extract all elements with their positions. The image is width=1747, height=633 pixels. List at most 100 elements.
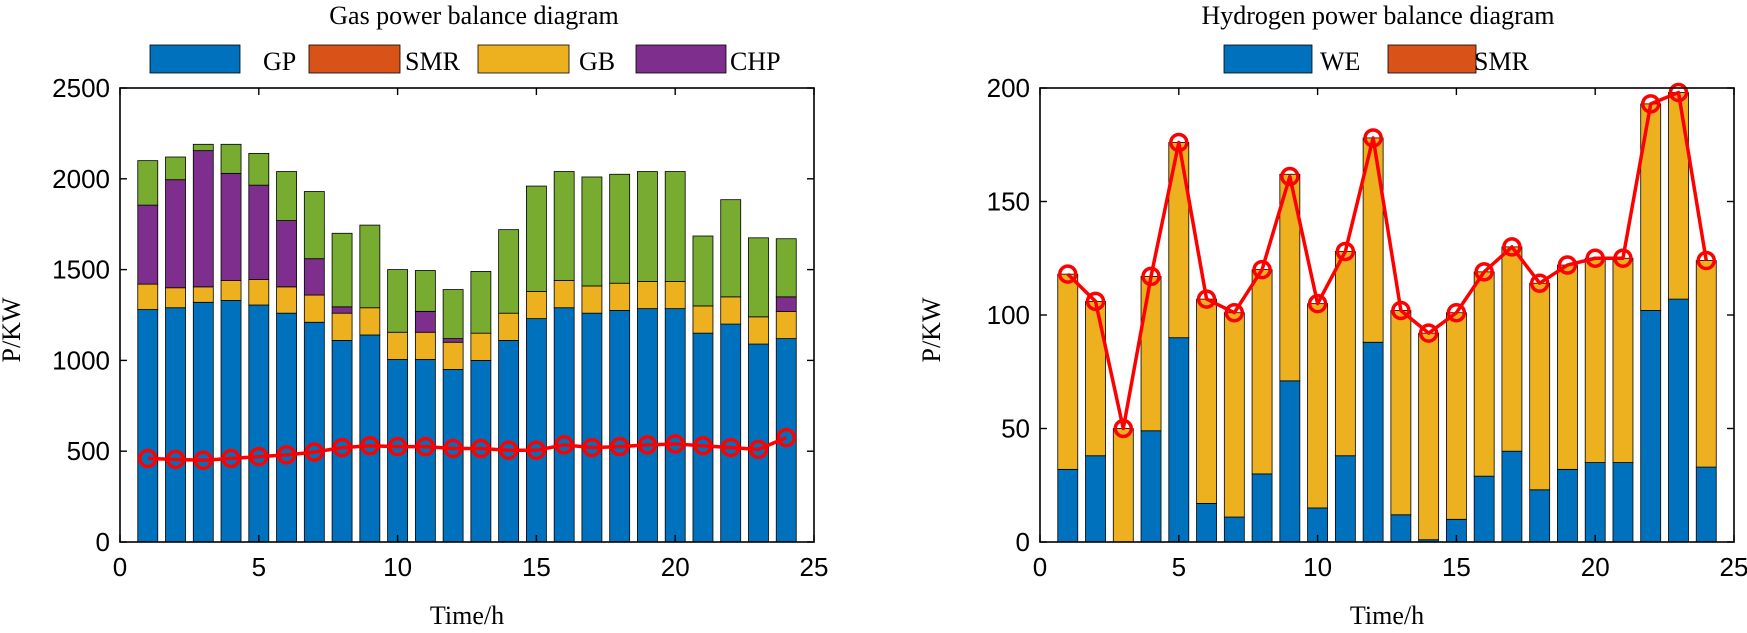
bar-segment <box>664 280 686 310</box>
bar-segment <box>1557 468 1578 543</box>
y-tick-label: 500 <box>67 436 110 466</box>
line-marker <box>720 437 741 458</box>
line-series <box>1058 82 1716 439</box>
axis-ticks: 0 5 10 15 20 25 0 50 100 150 200 <box>987 73 1747 582</box>
bar-segment <box>1334 251 1356 457</box>
bar-segment <box>470 332 492 361</box>
line-marker <box>360 436 380 456</box>
bar-segment <box>442 289 464 340</box>
legend-label-chp: CHP <box>730 47 781 76</box>
bar-segment <box>1362 341 1384 543</box>
line-marker <box>332 437 352 458</box>
bar-series <box>137 143 797 543</box>
bar-segment <box>220 143 242 174</box>
bar-segment <box>1668 298 1689 543</box>
x-tick-label: 15 <box>522 552 551 582</box>
line-marker <box>1252 259 1272 280</box>
line-marker <box>1696 250 1716 271</box>
bar-segment <box>1473 271 1495 477</box>
bar-segment <box>359 224 381 309</box>
legend-swatch-smr <box>1387 44 1477 74</box>
bar-segment <box>276 312 297 543</box>
bar-segment <box>720 323 742 543</box>
bar-segment <box>581 176 603 287</box>
y-axis-label: P/KW <box>917 297 946 362</box>
bar-segment <box>720 296 742 325</box>
line-marker <box>415 436 436 457</box>
legend-swatch-smr <box>308 44 401 74</box>
bar-segment <box>1140 430 1162 543</box>
bar-segment <box>1501 450 1523 543</box>
bar-segment <box>1307 303 1328 509</box>
y-tick-label: 0 <box>1016 527 1030 557</box>
bar-segment <box>609 173 631 284</box>
line-marker <box>1613 248 1633 268</box>
line-marker <box>249 446 269 467</box>
y-tick-label: 0 <box>96 527 110 557</box>
line-marker <box>1363 128 1383 148</box>
bar-segment <box>526 290 547 320</box>
bar-segment <box>1140 276 1162 432</box>
bar-segment <box>775 296 797 312</box>
bar-segment <box>1501 246 1523 452</box>
bar-segment <box>526 185 547 292</box>
bar-segment <box>609 282 631 311</box>
bar-segment <box>1446 312 1467 520</box>
bar-segment <box>192 143 214 152</box>
bar-segment <box>303 258 325 296</box>
line-marker <box>1196 289 1217 309</box>
bar-segment <box>303 294 325 323</box>
bar-segment <box>1612 462 1634 543</box>
bar-segment <box>748 316 769 345</box>
bar-segment <box>1529 489 1551 543</box>
bar-segment <box>1251 269 1273 475</box>
line-marker <box>1335 241 1356 262</box>
x-axis-label: Time/h <box>1350 601 1424 630</box>
bar-segment <box>1279 380 1301 543</box>
x-tick-label: 20 <box>661 552 690 582</box>
bar-segment <box>1168 337 1190 543</box>
bar-segment <box>553 280 575 309</box>
bar-segment <box>303 321 325 543</box>
bar-segment <box>331 312 353 341</box>
legend-label-gp: GP <box>263 47 296 76</box>
bar-segment <box>165 156 186 181</box>
bar-segment <box>387 269 409 333</box>
line-marker <box>1224 302 1245 323</box>
line-series <box>138 427 796 471</box>
legend-label-gb: GB <box>579 47 615 76</box>
line-marker <box>1585 248 1605 268</box>
bar-segment <box>331 232 353 308</box>
bar-segment <box>442 341 464 370</box>
bar-segment <box>1584 462 1606 543</box>
bar-series <box>1057 92 1717 543</box>
y-tick-label: 2500 <box>52 73 110 103</box>
bar-segment <box>1085 300 1106 457</box>
bar-segment <box>276 220 297 288</box>
bar-segment <box>748 237 769 318</box>
line-marker <box>1141 266 1161 287</box>
bar-segment <box>1557 264 1578 470</box>
bar-segment <box>1112 428 1134 543</box>
bar-segment <box>220 172 242 281</box>
y-axis-label: P/KW <box>0 297 26 362</box>
bar-segment <box>137 160 159 206</box>
x-tick-label: 5 <box>252 552 266 582</box>
bar-segment <box>137 283 159 310</box>
line-marker <box>748 439 769 460</box>
legend-swatch-chp <box>635 44 727 74</box>
bar-segment <box>276 171 297 221</box>
bar-segment <box>1279 173 1301 382</box>
line-marker <box>1113 418 1134 439</box>
bar-segment <box>1640 310 1662 543</box>
legend-label-smr: SMR <box>405 47 461 76</box>
bar-segment <box>609 310 631 543</box>
bar-segment <box>248 152 270 186</box>
bar-segment <box>720 199 742 298</box>
bar-segment <box>775 238 797 298</box>
line-marker <box>1058 264 1078 284</box>
bar-segment <box>1223 516 1245 543</box>
x-tick-label: 15 <box>1442 552 1471 582</box>
bar-segment <box>553 307 575 543</box>
